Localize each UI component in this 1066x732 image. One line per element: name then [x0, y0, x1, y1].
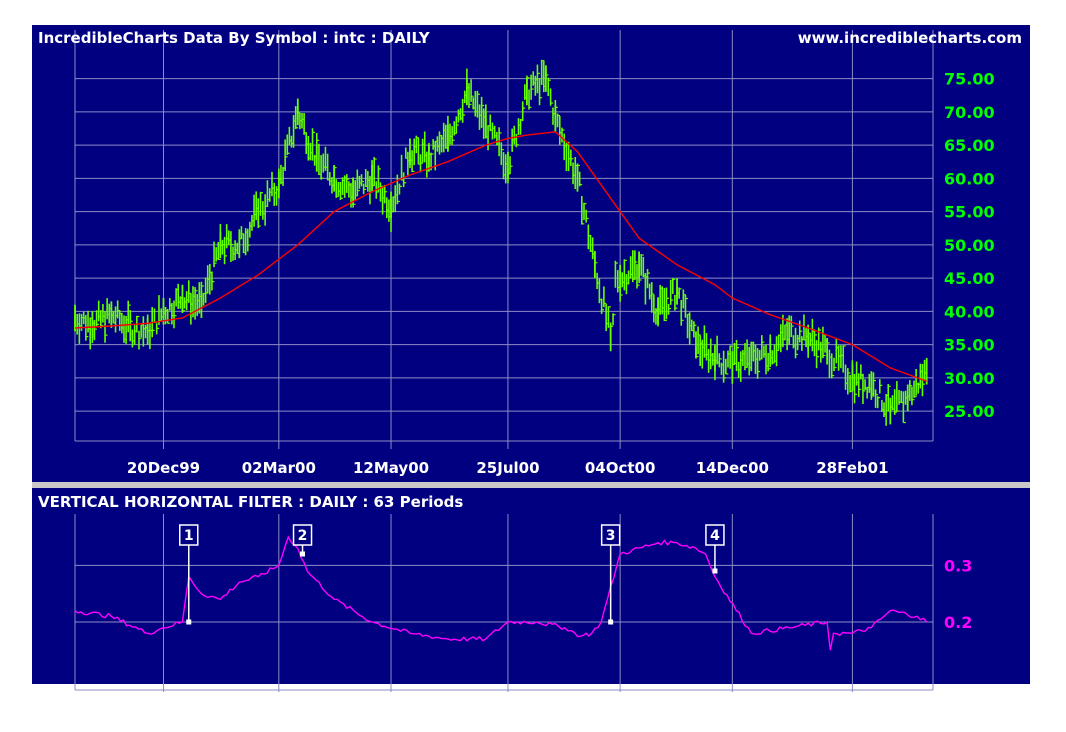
vhf-tick-label: 0.2: [944, 613, 972, 632]
price-tick-label: 40.00: [944, 302, 995, 321]
price-axis-ticks: 25.00 30.00 35.00 40.00 45.00 50.00 55.00 60.00…: [944, 70, 995, 421]
source-label: www.incrediblecharts.com: [798, 29, 1022, 47]
annotation-label-2: 2: [298, 528, 308, 544]
price-tick-label: 45.00: [944, 269, 995, 288]
date-tick-label: 25Jul00: [476, 459, 539, 477]
date-tick-label: 20Dec99: [127, 459, 200, 477]
price-tick-label: 60.00: [944, 169, 995, 188]
moving-average-line: [74, 131, 927, 382]
indicator-panel-background: [32, 488, 1030, 684]
date-tick-label: 12May00: [353, 459, 429, 477]
price-bars: [74, 59, 928, 426]
vhf-layer: [74, 535, 928, 651]
price-grid: [74, 30, 934, 449]
date-tick-label: 14Dec00: [696, 459, 769, 477]
vhf-tick-label: 0.3: [944, 556, 972, 575]
annotation-label-3: 3: [606, 528, 616, 544]
price-tick-label: 35.00: [944, 336, 995, 355]
vhf-axis-ticks: 0.2 0.3: [944, 556, 972, 632]
annotation-box-1: [179, 524, 199, 546]
annotation-label-1: 1: [184, 528, 194, 544]
annotation-marker-2: [300, 551, 306, 557]
annotation-box-2: [292, 524, 313, 546]
date-axis-ticks: 20Dec99 02Mar00 12May00 25Jul00 04Oct00 14Dec…: [127, 459, 889, 477]
vhf-line: [74, 535, 928, 651]
date-tick-label: 04Oct00: [585, 459, 656, 477]
price-tick-label: 25.00: [944, 402, 995, 421]
moving-average-layer: [74, 131, 927, 382]
date-tick-label: 28Feb01: [816, 459, 888, 477]
panel-separator: [32, 482, 1030, 488]
annotation-layer: 1 2 3 4: [179, 524, 725, 625]
date-tick-label: 02Mar00: [242, 459, 316, 477]
annotation-box-3: [600, 524, 621, 546]
annotation-marker-3: [608, 619, 614, 625]
annotation-label-4: 4: [710, 528, 720, 544]
price-tick-label: 50.00: [944, 236, 995, 255]
price-chart-title: IncredibleCharts Data By Symbol : intc :…: [38, 29, 431, 47]
indicator-title: VERTICAL HORIZONTAL FILTER : DAILY : 63 …: [38, 493, 463, 511]
price-panel-background: [32, 25, 1030, 482]
price-tick-label: 75.00: [944, 70, 995, 89]
annotation-marker-1: [186, 619, 192, 625]
price-tick-label: 55.00: [944, 203, 995, 222]
price-tick-label: 65.00: [944, 136, 995, 155]
price-tick-label: 70.00: [944, 103, 995, 122]
price-tick-label: 30.00: [944, 369, 995, 388]
annotation-box-4: [705, 524, 725, 546]
annotation-marker-4: [712, 568, 718, 574]
